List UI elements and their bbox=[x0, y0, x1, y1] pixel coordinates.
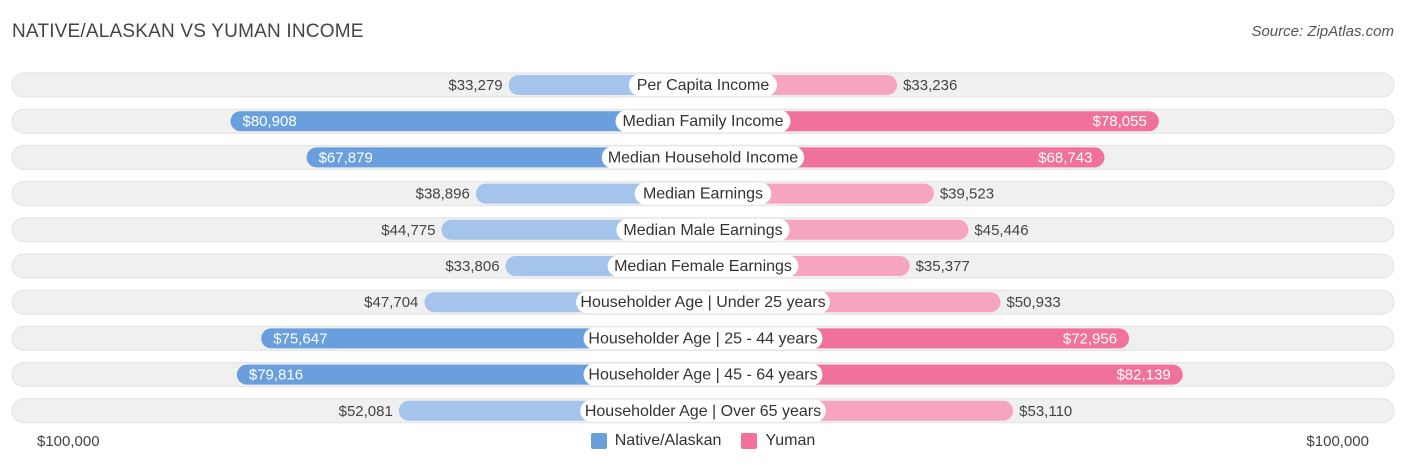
category-label: Median Earnings bbox=[643, 186, 763, 203]
legend: Native/Alaskan Yuman bbox=[0, 432, 1406, 450]
category-label: Per Capita Income bbox=[637, 77, 770, 94]
category-label: Householder Age | 45 - 64 years bbox=[588, 367, 817, 384]
value-label-native: $44,775 bbox=[381, 222, 435, 239]
category-pill bbox=[615, 110, 791, 133]
value-label-native: $33,806 bbox=[445, 258, 499, 275]
bar-yuman bbox=[703, 147, 1105, 168]
value-label-yuman: $82,139 bbox=[1116, 367, 1170, 384]
legend-swatch-yuman bbox=[741, 433, 758, 449]
category-pill bbox=[628, 74, 778, 96]
category-pill bbox=[583, 363, 823, 386]
bar-yuman bbox=[703, 111, 1159, 132]
category-label: Median Family Income bbox=[623, 113, 784, 130]
category-pill bbox=[583, 327, 823, 350]
axis-min-label: $100,000 bbox=[37, 433, 100, 450]
value-label-yuman: $45,446 bbox=[974, 222, 1028, 239]
category-label: Householder Age | Under 25 years bbox=[580, 294, 825, 311]
source-note: Source: ZipAtlas.com bbox=[1251, 23, 1394, 40]
category-label: Householder Age | 25 - 44 years bbox=[588, 330, 817, 347]
value-label-yuman: $68,743 bbox=[1038, 149, 1092, 166]
category-label: Median Household Income bbox=[608, 149, 798, 166]
axis-max-label: $100,000 bbox=[1306, 433, 1369, 450]
category-pill bbox=[576, 291, 830, 314]
category-pill bbox=[601, 146, 805, 169]
value-label-native: $38,896 bbox=[416, 186, 470, 203]
legend-swatch-native bbox=[590, 433, 607, 449]
legend-item-native[interactable]: Native/Alaskan bbox=[590, 432, 722, 450]
value-label-native: $75,647 bbox=[273, 330, 327, 347]
bar-native bbox=[230, 111, 703, 132]
value-label-yuman: $72,956 bbox=[1063, 330, 1117, 347]
value-label-yuman: $78,055 bbox=[1093, 113, 1147, 130]
category-label: Householder Age | Over 65 years bbox=[585, 403, 821, 420]
legend-label-native: Native/Alaskan bbox=[614, 432, 722, 449]
value-label-native: $52,081 bbox=[339, 403, 393, 420]
category-label: Median Male Earnings bbox=[623, 222, 782, 239]
category-pill bbox=[616, 218, 790, 241]
value-label-native: $47,704 bbox=[364, 294, 418, 311]
value-label-yuman: $53,110 bbox=[1019, 403, 1072, 420]
legend-label-yuman: Yuman bbox=[765, 432, 816, 449]
category-pill bbox=[580, 399, 826, 422]
chart-title: NATIVE/ALASKAN VS YUMAN INCOME bbox=[12, 21, 364, 42]
value-label-native: $79,816 bbox=[249, 367, 303, 384]
value-label-yuman: $50,933 bbox=[1006, 294, 1060, 311]
value-label-yuman: $35,377 bbox=[916, 258, 970, 275]
bar-yuman bbox=[703, 364, 1183, 385]
category-pill bbox=[607, 255, 799, 277]
value-label-native: $67,879 bbox=[319, 149, 373, 166]
value-label-yuman: $39,523 bbox=[940, 186, 994, 203]
value-label-yuman: $33,236 bbox=[903, 77, 957, 94]
category-label: Median Female Earnings bbox=[614, 258, 792, 275]
category-pill bbox=[634, 182, 772, 205]
value-label-native: $80,908 bbox=[242, 113, 296, 130]
value-label-native: $33,279 bbox=[448, 77, 502, 94]
legend-item-yuman[interactable]: Yuman bbox=[741, 432, 815, 450]
